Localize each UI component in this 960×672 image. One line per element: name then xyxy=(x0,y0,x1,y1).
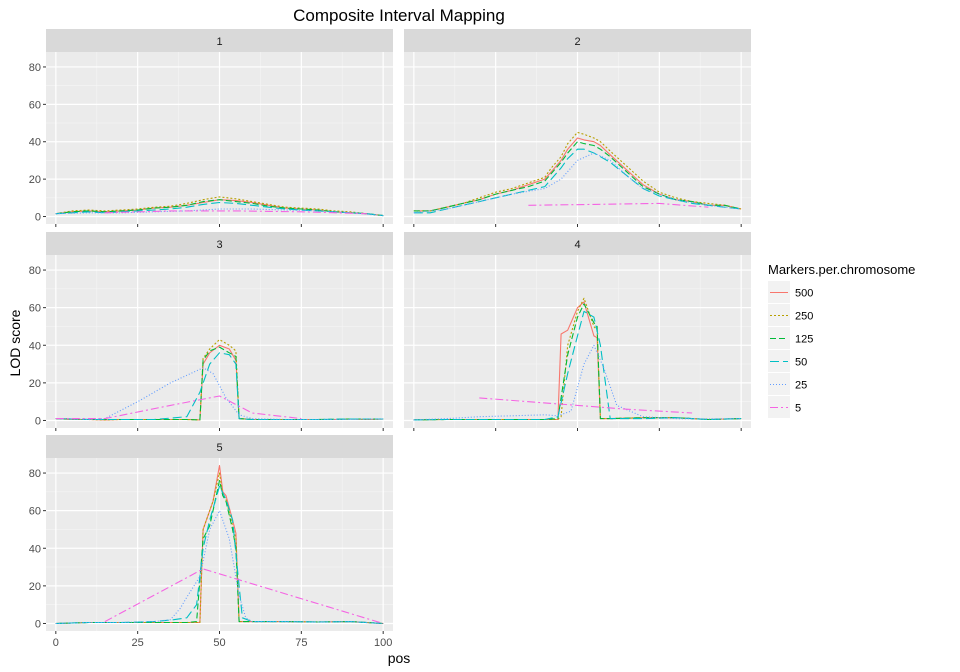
facet-strip xyxy=(404,232,751,255)
y-tick-label: 0 xyxy=(35,212,41,224)
series-line-5 xyxy=(479,397,693,414)
y-tick-label: 40 xyxy=(29,137,41,149)
facet-panel-1: 1 0 20 40 60 80 xyxy=(29,29,393,227)
legend-label: 50 xyxy=(795,357,807,369)
facet-strip-label: 4 xyxy=(574,239,580,251)
y-tick-label: 60 xyxy=(29,506,41,518)
series-line-125 xyxy=(55,346,384,421)
facet-strip xyxy=(46,29,393,52)
legend-item-50: 50 xyxy=(768,350,807,372)
series-line-25 xyxy=(413,344,742,421)
y-tick-label: 60 xyxy=(29,303,41,315)
x-tick-label: 50 xyxy=(213,637,225,649)
facet-strip xyxy=(46,435,393,458)
x-axis-title: pos xyxy=(388,650,411,666)
y-tick-label: 0 xyxy=(35,618,41,630)
legend: Markers.per.chromosome 500 250 125 50 25 5 xyxy=(768,262,915,418)
legend-item-5: 5 xyxy=(768,396,801,418)
legend-label: 500 xyxy=(795,288,813,300)
y-tick-label: 80 xyxy=(29,265,41,277)
series-line-5 xyxy=(55,395,302,420)
legend-item-125: 125 xyxy=(768,327,813,349)
y-tick-label: 20 xyxy=(29,378,41,390)
y-tick-label: 60 xyxy=(29,99,41,111)
series-line-25 xyxy=(413,152,742,214)
legend-label: 25 xyxy=(795,380,807,392)
legend-label: 5 xyxy=(795,403,801,415)
facet-strip xyxy=(46,232,393,255)
legend-item-25: 25 xyxy=(768,373,807,395)
series-line-5 xyxy=(104,210,367,215)
y-tick-label: 80 xyxy=(29,62,41,74)
series-line-5 xyxy=(104,568,384,625)
legend-item-250: 250 xyxy=(768,304,813,326)
x-tick-label: 100 xyxy=(374,637,392,649)
y-axis-title: LOD score xyxy=(7,309,23,376)
legend-label: 250 xyxy=(795,311,813,323)
facet-panel-2: 2 xyxy=(404,29,751,227)
y-tick-label: 40 xyxy=(29,340,41,352)
series-line-50 xyxy=(413,310,742,421)
series-line-50 xyxy=(55,352,384,421)
y-tick-label: 0 xyxy=(35,415,41,427)
facet-strip-label: 5 xyxy=(216,442,222,454)
y-tick-label: 20 xyxy=(29,174,41,186)
facet-strip xyxy=(404,29,751,52)
facet-strip-label: 1 xyxy=(216,36,222,48)
chart-title: Composite Interval Mapping xyxy=(293,6,505,25)
legend-label: 125 xyxy=(795,334,813,346)
series-line-125 xyxy=(413,141,742,212)
legend-key-background xyxy=(768,396,790,418)
x-tick-label: 25 xyxy=(132,637,144,649)
facet-strip-label: 3 xyxy=(216,239,222,251)
y-tick-label: 40 xyxy=(29,543,41,555)
series-line-5 xyxy=(528,202,709,208)
series-line-250 xyxy=(55,196,384,217)
series-line-125 xyxy=(413,303,742,421)
legend-item-500: 500 xyxy=(768,281,813,303)
series-line-25 xyxy=(55,510,384,625)
x-tick-label: 75 xyxy=(295,637,307,649)
facet-panel-3: 3 0 20 40 60 80 xyxy=(29,232,393,431)
y-tick-label: 20 xyxy=(29,581,41,593)
facet-panel-4: 4 xyxy=(404,232,751,431)
facet-strip-label: 2 xyxy=(574,36,580,48)
x-tick-label: 0 xyxy=(53,637,59,649)
legend-title: Markers.per.chromosome xyxy=(768,262,915,277)
y-tick-label: 80 xyxy=(29,468,41,480)
